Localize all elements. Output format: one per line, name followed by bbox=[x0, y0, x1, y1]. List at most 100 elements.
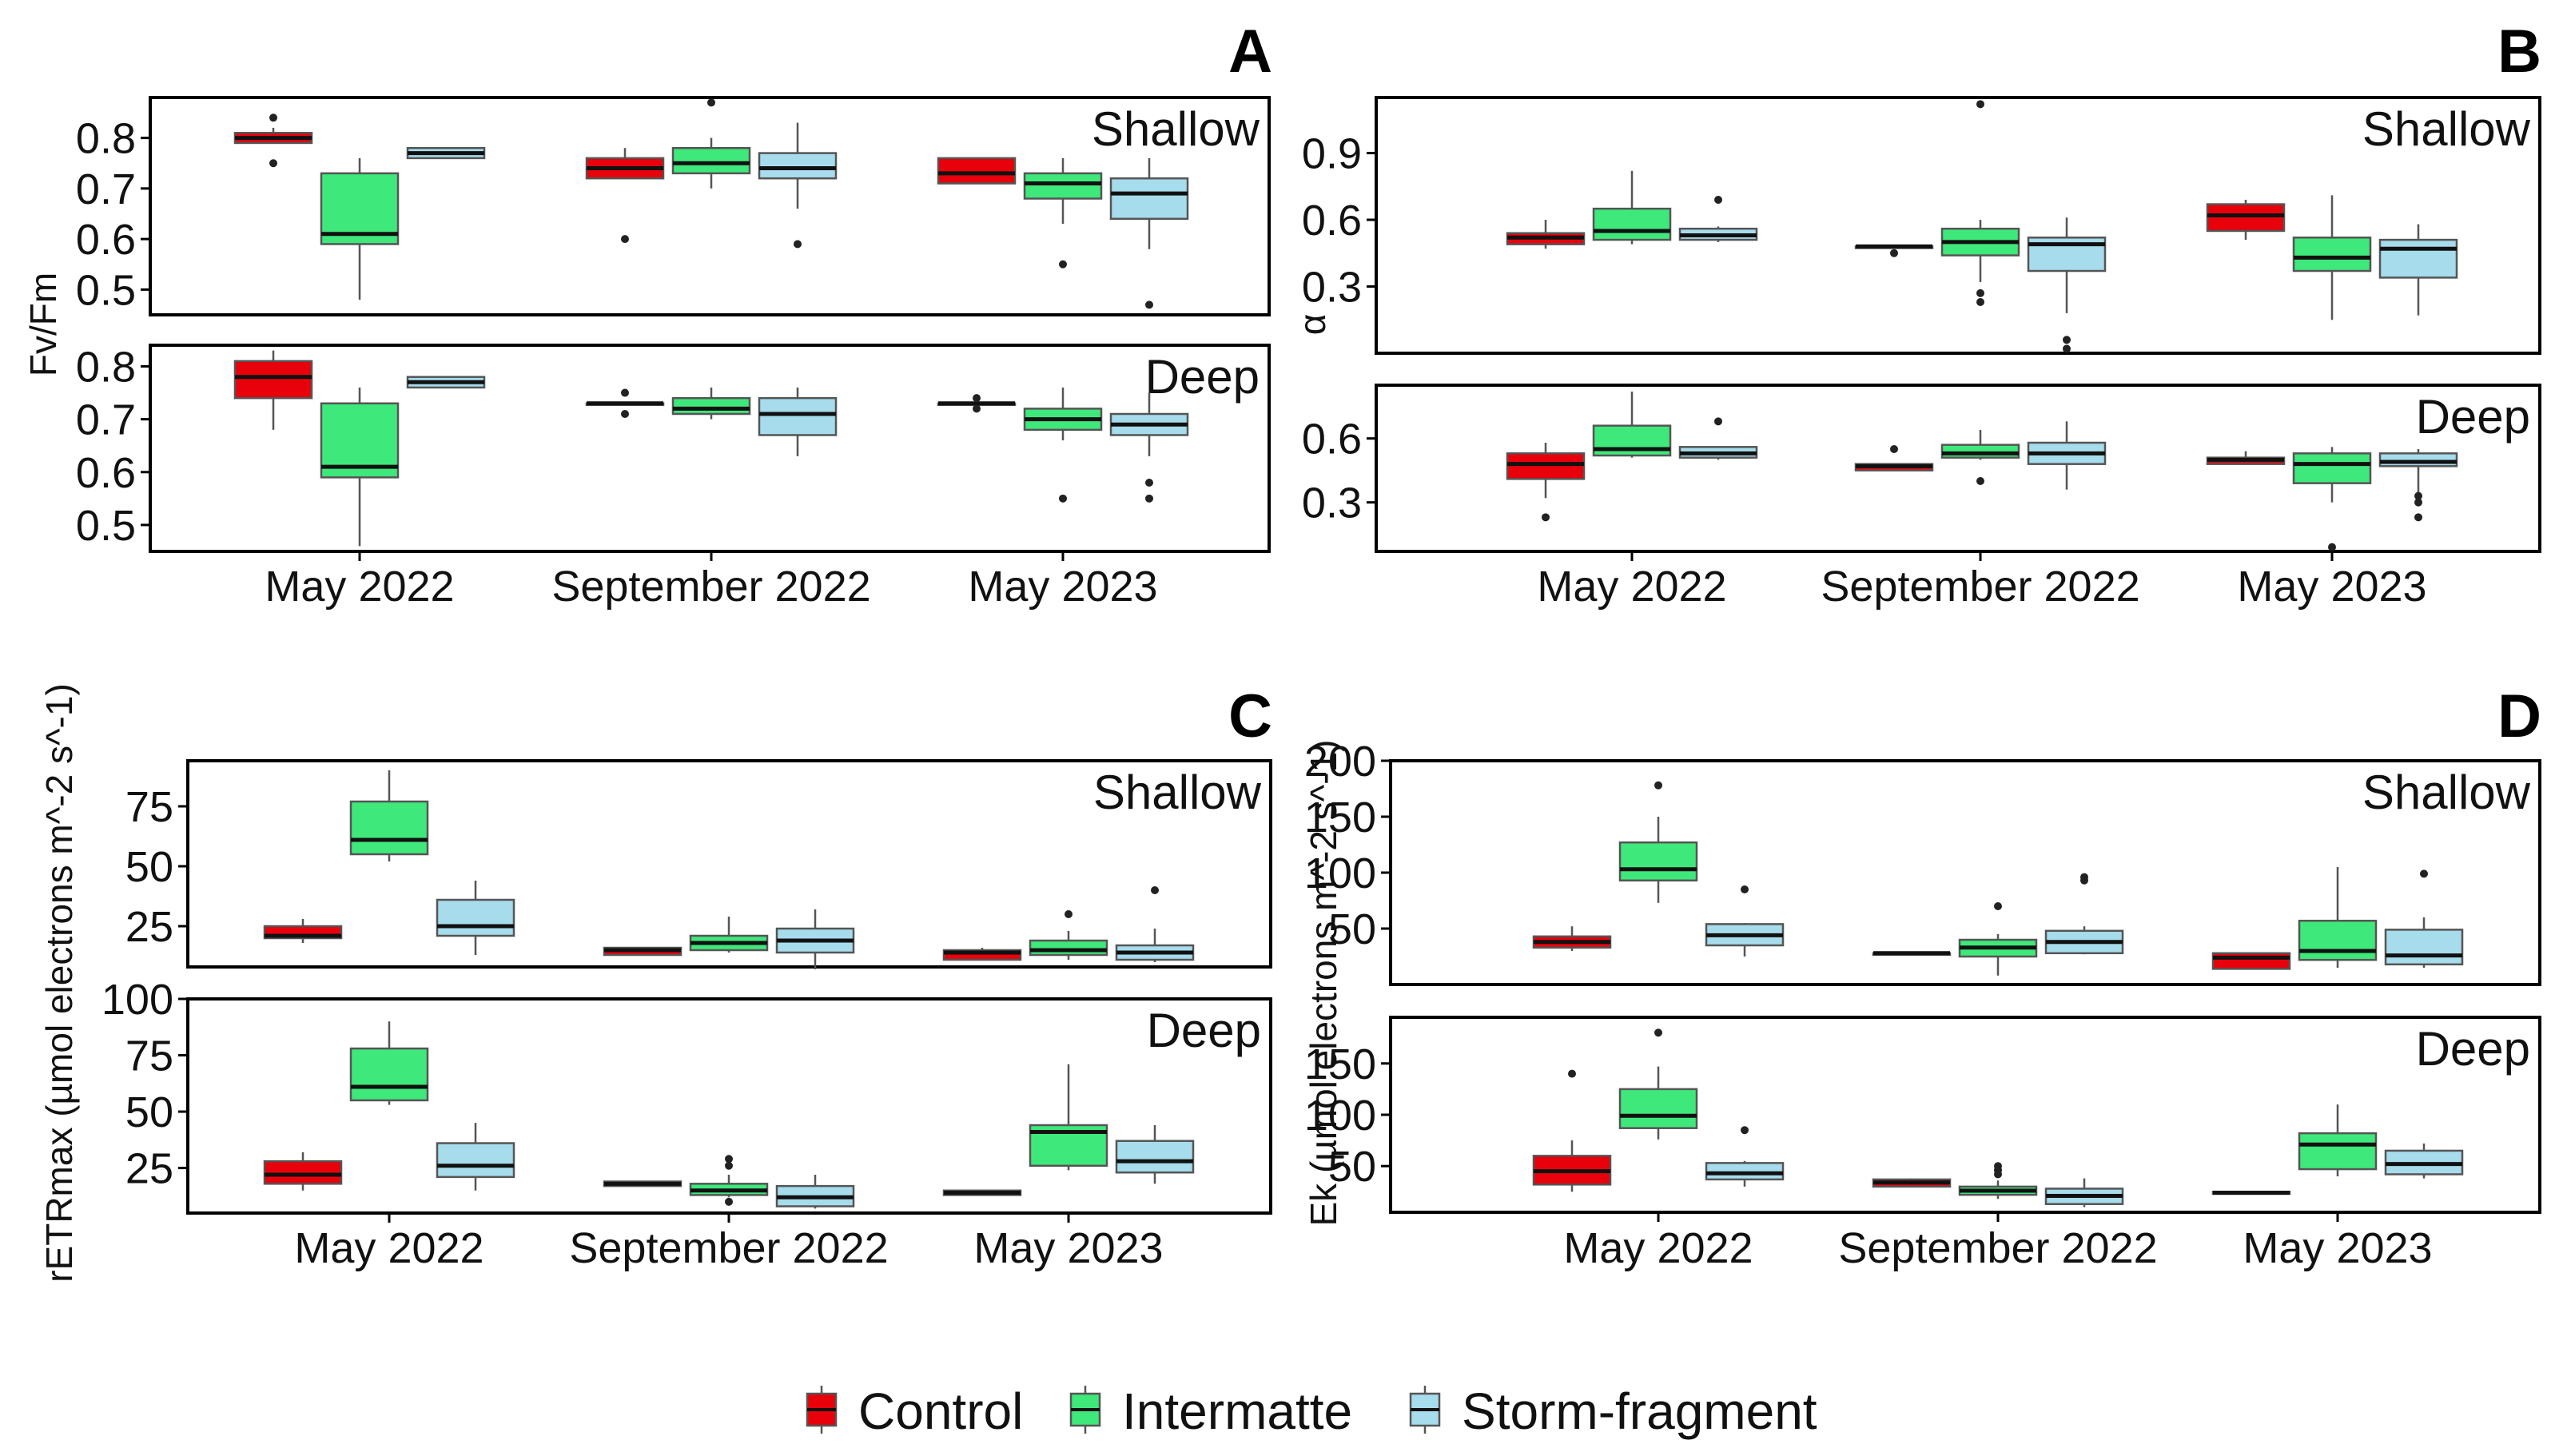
y-tick-label: 0.5 bbox=[76, 266, 136, 314]
outlier-point bbox=[1890, 445, 1898, 453]
y-tick-label: 150 bbox=[1304, 794, 1376, 841]
facet-frame bbox=[186, 759, 1272, 969]
x-category-label: September 2022 bbox=[551, 563, 870, 611]
outlier-point bbox=[1145, 479, 1153, 487]
box-storm-fragment bbox=[1109, 392, 1189, 503]
outlier-point bbox=[1741, 885, 1749, 893]
box-storm-fragment bbox=[758, 387, 838, 456]
iqr-box bbox=[1618, 841, 1698, 882]
box-intermatte bbox=[349, 1021, 429, 1105]
box-storm-fragment bbox=[2384, 1143, 2464, 1179]
iqr-box bbox=[2211, 952, 2291, 970]
iqr-box bbox=[1592, 207, 1672, 241]
iqr-box bbox=[1618, 1088, 1698, 1129]
box-control bbox=[2206, 200, 2286, 241]
box-storm-fragment bbox=[1678, 417, 1758, 460]
box-control bbox=[603, 946, 683, 957]
outlier-point bbox=[725, 1197, 733, 1206]
box-storm-fragment bbox=[1109, 157, 1189, 309]
facet-label: Deep bbox=[1145, 350, 1260, 404]
outlier-point bbox=[794, 240, 802, 249]
outlier-point bbox=[1059, 260, 1067, 269]
facet-label: Shallow bbox=[2362, 766, 2531, 819]
iqr-box bbox=[2292, 452, 2372, 484]
iqr-box bbox=[349, 1047, 429, 1102]
outlier-point bbox=[2328, 543, 2336, 551]
iqr-box bbox=[1023, 172, 1103, 200]
outlier-point bbox=[1145, 300, 1153, 309]
box-intermatte bbox=[689, 1155, 769, 1206]
box-control bbox=[263, 919, 343, 943]
x-category-label: May 2023 bbox=[968, 563, 1157, 611]
box-storm-fragment bbox=[406, 376, 486, 389]
box-storm-fragment bbox=[436, 881, 515, 955]
y-tick-label: 50 bbox=[1328, 1143, 1376, 1191]
y-tick-label: 0.5 bbox=[76, 502, 136, 550]
box-storm-fragment bbox=[1705, 885, 1785, 957]
iqr-box bbox=[1109, 177, 1189, 221]
y-tick-label: 100 bbox=[1304, 849, 1376, 897]
outlier-point bbox=[269, 159, 277, 168]
x-category-label: September 2022 bbox=[569, 1224, 888, 1272]
box-storm-fragment bbox=[2378, 449, 2458, 522]
y-tick-label: 0.3 bbox=[1302, 479, 1362, 527]
iqr-box bbox=[671, 396, 751, 416]
outlier-point bbox=[1976, 298, 1984, 306]
box-control bbox=[2211, 952, 2291, 970]
y-axis-label: Ek (µmol electrons m^-2 s^-1) bbox=[1303, 739, 1344, 1226]
box-control bbox=[942, 948, 1022, 961]
outlier-point bbox=[1568, 1069, 1576, 1078]
y-tick-label: 25 bbox=[125, 903, 173, 951]
x-category-label: May 2022 bbox=[1537, 563, 1726, 611]
outlier-point bbox=[1976, 288, 1984, 297]
box-storm-fragment bbox=[775, 909, 855, 969]
facet-deep: 0.5 0.6 0.7 0.8 Deep May 2022 September 2022 Ma… bbox=[76, 343, 1271, 611]
iqr-box bbox=[349, 800, 429, 856]
x-category-label: May 2023 bbox=[973, 1224, 1163, 1272]
outlier-point bbox=[1890, 249, 1898, 257]
y-tick-label: 50 bbox=[125, 1088, 173, 1136]
facet-label: Shallow bbox=[1092, 102, 1260, 156]
box-control bbox=[1872, 951, 1952, 957]
box-intermatte bbox=[689, 917, 769, 953]
x-category-label: May 2022 bbox=[294, 1224, 484, 1272]
box-control bbox=[233, 350, 313, 430]
x-category-label: May 2023 bbox=[2243, 1224, 2432, 1272]
box-control bbox=[1854, 445, 1934, 471]
outlier-point bbox=[2414, 491, 2422, 500]
legend-item-control: Control bbox=[806, 1382, 1023, 1440]
legend-item-intermatte: Intermatte bbox=[1069, 1382, 1352, 1440]
box-storm-fragment bbox=[1115, 1124, 1195, 1184]
x-category-label: September 2022 bbox=[1821, 563, 2139, 611]
outlier-point bbox=[2420, 869, 2428, 878]
y-tick-label: 100 bbox=[101, 976, 173, 1024]
facet-frame bbox=[149, 344, 1271, 553]
box-intermatte bbox=[671, 387, 751, 420]
outlier-point bbox=[2414, 498, 2422, 507]
outlier-point bbox=[1714, 196, 1722, 204]
iqr-box bbox=[1940, 444, 2020, 459]
box-storm-fragment bbox=[2044, 1178, 2124, 1207]
y-tick-label: 200 bbox=[1304, 738, 1376, 786]
box-control bbox=[2211, 1191, 2291, 1195]
box-control bbox=[263, 1152, 343, 1191]
outlier-point bbox=[1542, 513, 1550, 522]
y-tick-label: 25 bbox=[125, 1145, 173, 1193]
y-tick-label: 75 bbox=[125, 1032, 173, 1080]
outlier-point bbox=[621, 235, 629, 244]
facet-label: Deep bbox=[2416, 390, 2530, 444]
box-intermatte bbox=[320, 157, 400, 300]
x-category-label: September 2022 bbox=[1838, 1224, 2157, 1272]
box-intermatte bbox=[2298, 1104, 2378, 1177]
box-control bbox=[937, 394, 1017, 413]
facet-frame bbox=[149, 96, 1271, 316]
box-storm-fragment bbox=[2027, 217, 2107, 353]
outlier-point bbox=[1994, 1170, 2002, 1179]
iqr-box bbox=[671, 147, 751, 175]
box-control bbox=[1532, 926, 1612, 951]
y-tick-label: 0.6 bbox=[76, 216, 136, 264]
facet-label: Deep bbox=[2416, 1022, 2530, 1076]
iqr-box bbox=[233, 360, 313, 400]
